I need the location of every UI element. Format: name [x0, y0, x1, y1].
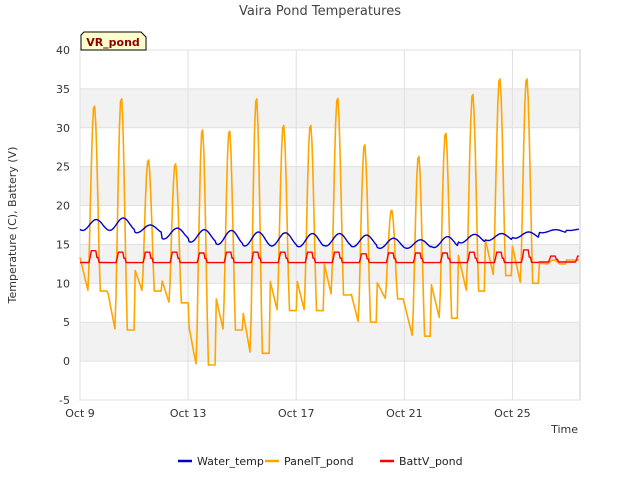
background-band — [80, 322, 580, 362]
background-band — [80, 244, 580, 284]
x-tick-label: Oct 25 — [494, 407, 531, 420]
x-axis-ticks: Oct 9 Oct 13 Oct 17 Oct 21 Oct 25 — [65, 407, 530, 420]
y-tick-label: 35 — [56, 83, 70, 96]
plot-background-bands — [80, 88, 580, 362]
y-tick-label: 20 — [56, 200, 70, 213]
series-layer — [79, 78, 580, 366]
legend-entry: Water_temp — [197, 455, 264, 468]
y-tick-label: 25 — [56, 161, 70, 174]
station-badge-label: VR_pond — [86, 36, 140, 49]
x-tick-label: Oct 17 — [278, 407, 315, 420]
station-badge: VR_pond — [80, 31, 147, 51]
x-tick-label: Oct 13 — [170, 407, 207, 420]
series-line-water-temp — [79, 217, 580, 249]
y-axis-label: Temperature (C), Battery (V) — [6, 147, 19, 305]
series-line-battv-pond — [80, 249, 579, 264]
y-tick-label: 10 — [56, 277, 70, 290]
station-badge-box — [80, 31, 147, 51]
y-tick-label: 5 — [63, 316, 70, 329]
y-tick-label: 15 — [56, 238, 70, 251]
legend-entry: PanelT_pond — [284, 455, 354, 468]
chart-title: Vaira Pond Temperatures — [239, 4, 401, 19]
y-axis-ticks: -5 0 5 10 15 20 25 30 35 40 — [56, 44, 70, 407]
background-band — [80, 88, 580, 128]
y-tick-label: 40 — [56, 44, 70, 57]
y-tick-label: 0 — [63, 355, 70, 368]
x-axis-label: Time — [550, 423, 578, 436]
legend-entry: BattV_pond — [399, 455, 463, 468]
series-line-panelt-pond — [79, 78, 579, 366]
background-band — [80, 166, 580, 206]
x-tick-label: Oct 9 — [65, 407, 95, 420]
y-tick-label: -5 — [59, 394, 70, 407]
legend: Water_temp PanelT_pond BattV_pond — [178, 455, 463, 468]
x-tick-label: Oct 21 — [386, 407, 423, 420]
y-tick-label: 30 — [56, 122, 70, 135]
